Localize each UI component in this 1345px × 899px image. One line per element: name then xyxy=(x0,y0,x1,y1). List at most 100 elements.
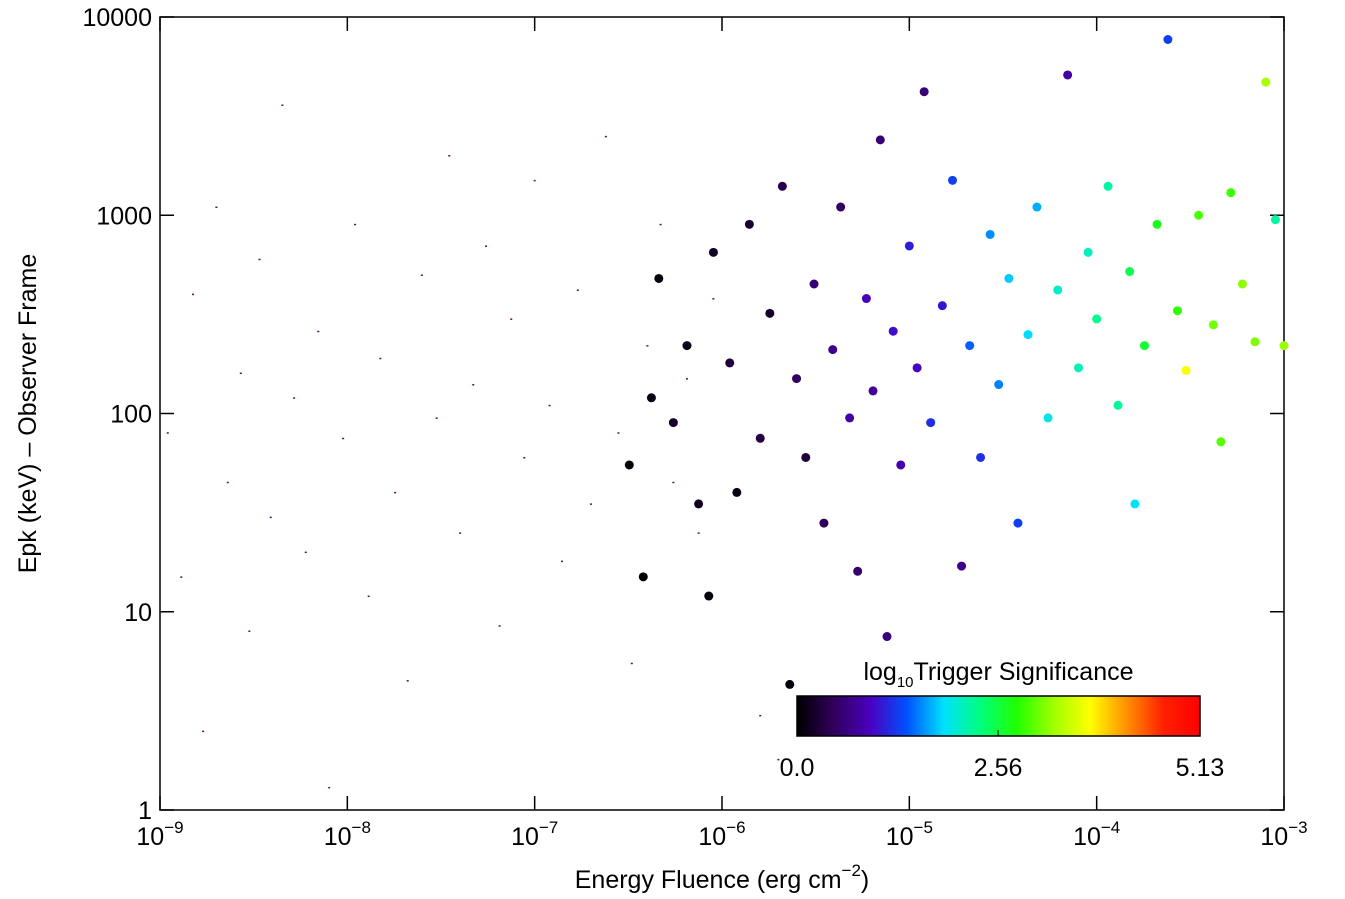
point xyxy=(836,202,846,212)
x-tick-exponent: −6 xyxy=(726,818,745,837)
point xyxy=(704,591,714,601)
point xyxy=(1279,341,1289,351)
point xyxy=(1139,341,1149,351)
point xyxy=(819,518,829,528)
colorbar-title-rest: Trigger Significance xyxy=(914,658,1134,686)
point xyxy=(1074,363,1084,373)
x-tick-label: 10−7 xyxy=(511,818,558,851)
point xyxy=(957,561,967,571)
point xyxy=(976,452,986,462)
point-dot xyxy=(697,532,700,534)
point-dot xyxy=(498,625,501,627)
y-tick-label: 10 xyxy=(124,599,152,627)
point xyxy=(1152,219,1162,229)
colorbar-tick-label: 5.13 xyxy=(1176,754,1225,782)
point xyxy=(904,241,914,251)
point xyxy=(755,433,765,443)
x-tick-exponent: −9 xyxy=(164,818,183,837)
point-dot xyxy=(617,432,620,434)
point xyxy=(792,374,802,384)
point xyxy=(1237,279,1247,289)
point-dot xyxy=(533,179,536,182)
point xyxy=(845,413,855,423)
x-tick-label: 10−4 xyxy=(1073,818,1120,851)
point-dot xyxy=(258,258,261,261)
point xyxy=(1113,400,1123,410)
point xyxy=(765,308,775,318)
point-dot xyxy=(672,481,675,484)
point xyxy=(732,487,742,497)
x-tick-label: 10−3 xyxy=(1260,818,1307,851)
y-tick-label: 1000 xyxy=(96,202,152,230)
point xyxy=(624,460,634,470)
point xyxy=(1063,70,1073,80)
x-tick-base: 10 xyxy=(511,823,539,851)
point-dot xyxy=(379,357,382,360)
point-dot xyxy=(548,404,551,407)
y-tick-label: 10000 xyxy=(82,4,152,32)
point-dot xyxy=(777,758,780,761)
x-tick-base: 10 xyxy=(136,823,164,851)
point xyxy=(1053,285,1063,295)
point-dot xyxy=(180,576,183,578)
point xyxy=(937,301,947,311)
point xyxy=(668,418,678,428)
x-tick-exponent: −7 xyxy=(539,818,558,837)
point xyxy=(994,380,1004,390)
point-dot xyxy=(576,289,579,291)
point xyxy=(853,566,863,576)
point-dot xyxy=(561,560,564,563)
point xyxy=(1226,188,1236,198)
point xyxy=(1172,306,1182,316)
x-tick-base: 10 xyxy=(1260,823,1288,851)
colorbar-tick-label: 0.0 xyxy=(780,754,815,782)
x-tick-base: 10 xyxy=(1073,823,1101,851)
y-tick-label: 100 xyxy=(110,401,152,429)
colorbar-title: log10Trigger Significance xyxy=(863,658,1133,691)
point-dot xyxy=(248,630,251,632)
point-dot xyxy=(239,372,242,375)
y-tick-label: 1 xyxy=(138,797,152,825)
x-tick-exponent: −3 xyxy=(1288,818,1307,837)
point-dot xyxy=(646,345,649,347)
point xyxy=(646,393,656,403)
point xyxy=(828,345,838,355)
point xyxy=(654,273,664,283)
point-dot xyxy=(269,516,272,519)
point-dot xyxy=(523,456,526,459)
point xyxy=(809,279,819,289)
point-dot xyxy=(342,437,345,440)
point-dot xyxy=(485,245,488,247)
point xyxy=(1103,181,1113,191)
point xyxy=(682,341,692,351)
x-tick-exponent: −4 xyxy=(1101,818,1120,837)
point xyxy=(868,386,878,396)
point xyxy=(965,341,975,351)
x-tick-base: 10 xyxy=(698,823,726,851)
x-tick-base: 10 xyxy=(324,823,352,851)
point xyxy=(1130,499,1140,509)
plot-frame xyxy=(159,16,1285,811)
point xyxy=(1032,202,1042,212)
point xyxy=(1250,337,1260,347)
y-axis-title: Epk (keV) – Observer Frame xyxy=(14,254,42,574)
point-dot xyxy=(281,104,284,106)
point-dot xyxy=(630,662,633,665)
x-title-suffix: ) xyxy=(861,866,869,894)
point-dot xyxy=(685,378,688,380)
x-title-text: Energy Fluence (erg cm xyxy=(575,866,842,894)
x-tick-base: 10 xyxy=(886,823,914,851)
point xyxy=(694,499,704,509)
colorbar-title-log: log xyxy=(863,658,896,686)
point xyxy=(1083,247,1093,257)
point xyxy=(744,219,754,229)
point-dot xyxy=(304,551,307,554)
point xyxy=(1208,320,1218,330)
point xyxy=(985,229,995,239)
point xyxy=(1004,273,1014,283)
point-dot xyxy=(367,595,370,598)
point xyxy=(926,418,936,428)
point-dot xyxy=(202,730,205,733)
point xyxy=(1261,77,1271,87)
point-dot xyxy=(166,432,169,434)
